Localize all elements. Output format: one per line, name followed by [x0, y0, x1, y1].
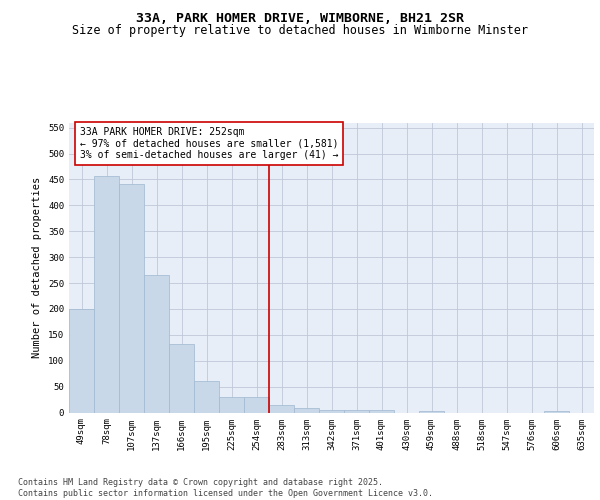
Bar	[194, 381, 219, 412]
Text: Size of property relative to detached houses in Wimborne Minster: Size of property relative to detached ho…	[72, 24, 528, 37]
Bar	[219, 398, 244, 412]
Bar	[369, 410, 394, 412]
Bar	[144, 276, 169, 412]
Bar	[319, 410, 344, 412]
Bar	[544, 411, 569, 412]
Bar	[94, 176, 119, 412]
Bar	[69, 309, 94, 412]
Bar	[169, 344, 194, 412]
Bar	[119, 184, 144, 412]
Bar	[269, 405, 294, 412]
Y-axis label: Number of detached properties: Number of detached properties	[32, 177, 43, 358]
Text: 33A, PARK HOMER DRIVE, WIMBORNE, BH21 2SR: 33A, PARK HOMER DRIVE, WIMBORNE, BH21 2S…	[136, 12, 464, 26]
Bar	[244, 398, 269, 412]
Bar	[344, 410, 369, 412]
Bar	[294, 408, 319, 412]
Text: Contains HM Land Registry data © Crown copyright and database right 2025.
Contai: Contains HM Land Registry data © Crown c…	[18, 478, 433, 498]
Text: 33A PARK HOMER DRIVE: 252sqm
← 97% of detached houses are smaller (1,581)
3% of : 33A PARK HOMER DRIVE: 252sqm ← 97% of de…	[79, 127, 338, 160]
